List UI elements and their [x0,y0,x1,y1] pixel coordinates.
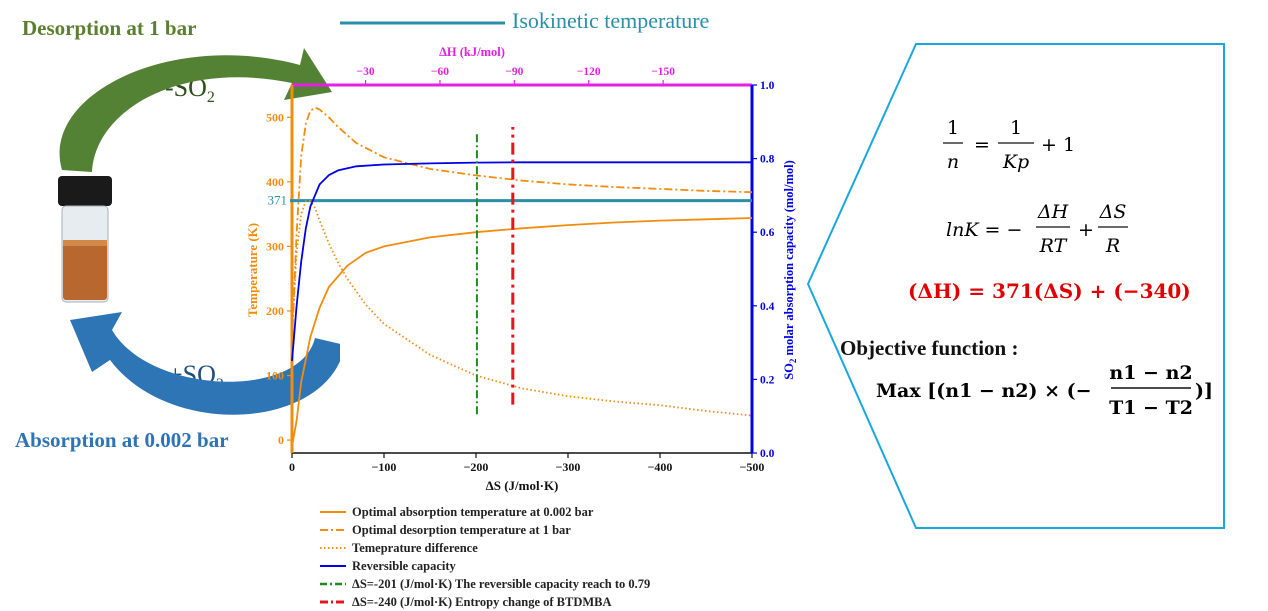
legend-item-red-line: ΔS=-240 (J/mol·K) Entropy change of BTDM… [320,594,612,609]
legend-item-desorption: Optimal desorption temperature at 1 bar [320,522,571,537]
chart: 0 −100 −200 −300 −400 −500 ΔS (J/mol·K) −30 −60 −… [245,45,798,493]
top-tick-label: −120 [577,66,601,78]
f2-den1: RT [1039,235,1068,257]
top-tick-label: −60 [431,66,449,78]
f2-num2: ΔS [1099,201,1127,223]
top-axis-title: ΔH (kJ/mol) [439,45,505,59]
formula-panel-border [806,43,1225,529]
x-tick-label: 0 [289,460,295,474]
y-left-tick-label: 400 [266,175,284,189]
desorption-label: Desorption at 1 bar [22,16,197,40]
f4-den: T1 − T2 [1109,397,1193,419]
f1-tail: + 1 [1041,134,1075,156]
series-line-1 [291,106,753,344]
series-line-3 [291,161,752,362]
chart-legend: Optimal absorption temperature at 0.002 … [320,503,650,611]
top-tick-label: −90 [505,66,523,78]
cycle-illustration [58,48,340,415]
series-line-0 [291,217,753,447]
y-right-axis-title: SO2 molar absorption capacity (mol/mol) [782,160,798,380]
f1-lhs-num: 1 [947,117,959,139]
y-left-tick-label: 0 [278,433,284,447]
f2-lhs: lnK = − [946,219,1022,241]
f1-rhs-den: Kp [1002,151,1029,173]
f1-rhs-num: 1 [1010,117,1022,139]
f2-num1: ΔH [1037,201,1069,223]
isokinetic-legend-line [340,21,505,25]
y-left-tick-label: 300 [266,239,284,253]
svg-text:=: = [974,134,990,156]
f1-lhs-den: n [947,151,959,173]
f2-den2: R [1105,235,1120,257]
y-left-axis-title: Temperature (K) [245,223,260,317]
f3-formula: (ΔH) = 371(ΔS) + (−340) [908,279,1191,303]
y-right-tick-label: 0.0 [760,448,775,460]
series-line-2 [291,200,753,417]
f4-tail: )] [1195,380,1213,402]
y-left-tick-label: 200 [266,304,284,318]
y-right-tick-label: 1.0 [760,80,775,92]
vial-icon [58,176,112,303]
y-right-tick-label: 0.8 [760,154,775,166]
x-tick-label: −100 [372,460,397,474]
desorption-arrow-icon [59,48,333,172]
x-tick-label: −500 [740,460,765,474]
x-tick-label: −200 [464,460,489,474]
f4-num: n1 − n2 [1109,362,1192,384]
x-tick-label: −400 [648,460,673,474]
absorption-label: Absorption at 0.002 bar [15,428,229,452]
y-left-tick-label: 100 [266,369,284,383]
legend-item-capacity: Reversible capacity [320,558,456,573]
objective-function-title: Objective function : [840,336,1019,360]
y-right-tick-label: 0.4 [760,301,775,313]
top-tick-label: −150 [651,66,675,78]
x-tick-label: −300 [556,460,581,474]
absorption-arrow-icon [70,312,340,415]
formula-panel: 1 n = 1 Kp + 1 lnK = − ΔH RT + ΔS R (ΔH)… [806,43,1225,529]
isokinetic-value-label: 371 [268,193,288,208]
y-right-tick-label: 0.6 [760,227,775,239]
y-left-tick-label: 500 [266,110,284,124]
isokinetic-label: Isokinetic temperature [512,8,710,33]
legend-item-difference: Temeprature difference [320,540,478,555]
top-tick-label: −30 [357,66,375,78]
y-right-tick-label: 0.2 [760,374,775,386]
f4-head: Max [(n1 − n2) × (− [876,380,1092,402]
legend-item-green-line: ΔS=-201 (J/mol·K) The reversible capacit… [320,576,651,591]
x-axis-title: ΔS (J/mol·K) [486,478,559,493]
f2-plus: + [1078,219,1094,241]
legend-item-absorption: Optimal absorption temperature at 0.002 … [320,504,594,519]
